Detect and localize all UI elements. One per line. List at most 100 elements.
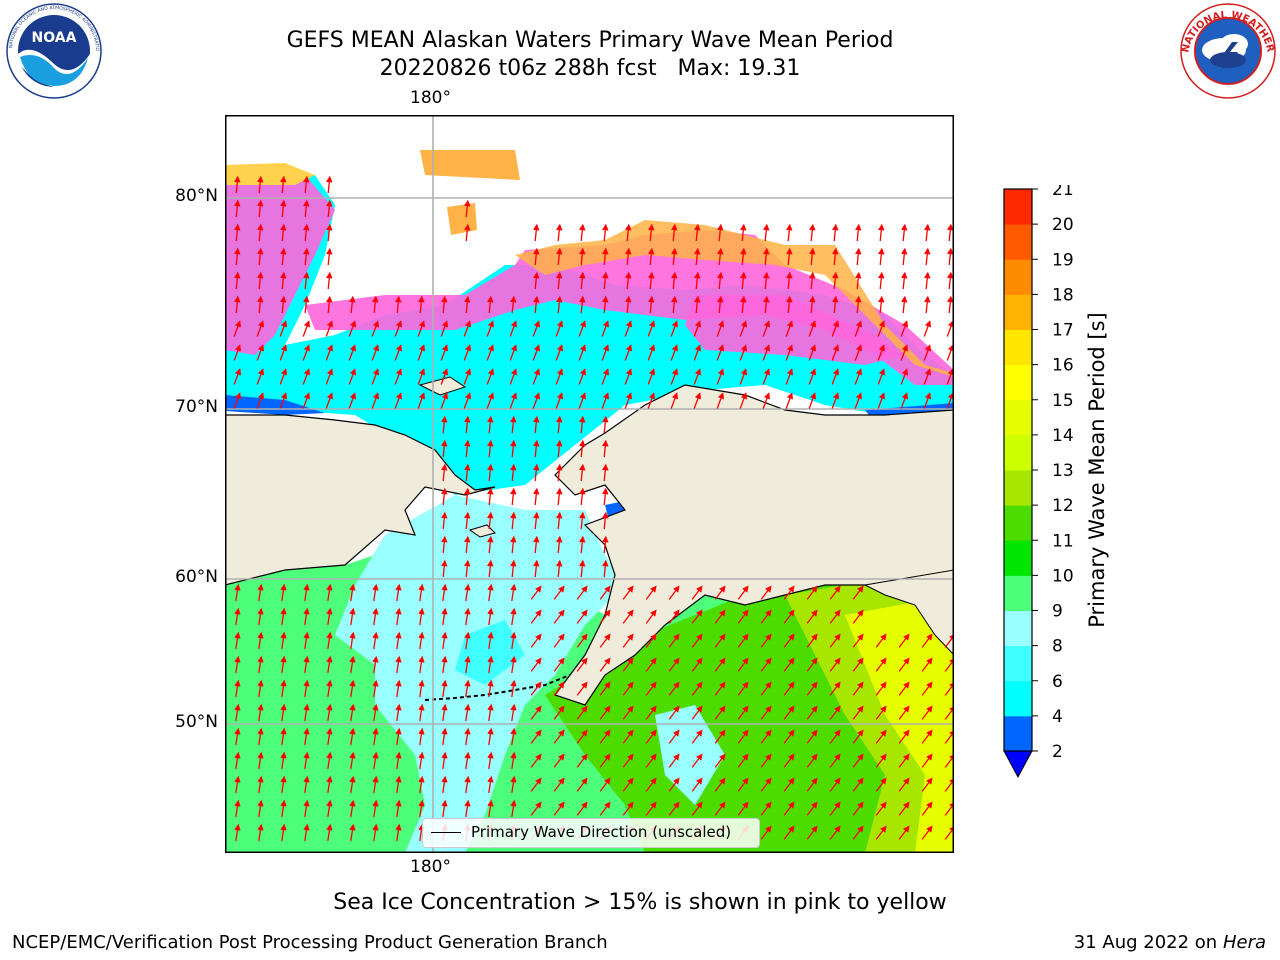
- wave-arrow: [234, 727, 241, 746]
- wave-arrow: [510, 631, 517, 650]
- wave-arrow: [349, 583, 356, 602]
- wave-arrow: [533, 511, 540, 530]
- wave-arrow: [875, 681, 887, 696]
- wave-arrow: [622, 801, 634, 816]
- wave-arrow: [418, 751, 425, 770]
- wave-arrow: [487, 655, 494, 674]
- wave-arrow: [440, 320, 449, 337]
- arctic-4-6s: [225, 170, 954, 495]
- wave-arrow: [371, 344, 380, 361]
- wave-arrow: [510, 487, 517, 506]
- wave-arrow: [786, 247, 793, 266]
- wave-arrow: [280, 199, 287, 218]
- wave-arrow: [257, 823, 264, 842]
- wave-arrow: [691, 729, 703, 744]
- wave-arrow: [303, 583, 310, 602]
- wave-arrow: [553, 585, 565, 600]
- wave-arrow: [440, 368, 449, 385]
- wave-arrow: [326, 175, 333, 194]
- wave-arrow: [257, 631, 264, 650]
- colorbar-tick-label: 17: [1052, 321, 1074, 341]
- wave-arrow: [441, 727, 448, 746]
- wave-arrow: [691, 657, 703, 672]
- wave-arrow: [783, 609, 795, 624]
- wave-arrow: [303, 823, 310, 842]
- wave-arrow: [576, 801, 588, 816]
- wave-arrow: [256, 392, 265, 409]
- gulf-light-patch-2: [455, 620, 525, 685]
- wave-arrow: [808, 392, 817, 409]
- wave-arrow: [714, 585, 726, 600]
- wave-arrow: [898, 825, 910, 840]
- wave-arrow: [510, 463, 517, 482]
- wave-arrow: [670, 320, 679, 337]
- wave-arrow: [510, 583, 517, 602]
- wave-arrow: [671, 271, 678, 290]
- coastal-2-4s: [225, 395, 325, 415]
- wave-arrow: [394, 392, 403, 409]
- wave-arrow: [923, 344, 932, 361]
- wave-arrow: [923, 320, 932, 337]
- wave-arrow: [257, 199, 264, 218]
- wave-arrow: [783, 777, 795, 792]
- wave-arrow: [326, 271, 333, 290]
- wave-arrow: [806, 657, 818, 672]
- wave-arrow: [302, 344, 311, 361]
- wave-arrow: [510, 607, 517, 626]
- sea-ice-pink: [225, 170, 335, 355]
- wave-arrow: [510, 559, 517, 578]
- wave-arrow: [280, 751, 287, 770]
- colorbar-tick-label: 18: [1052, 285, 1074, 305]
- wave-arrow: [348, 392, 357, 409]
- wave-arrow: [624, 392, 633, 409]
- wave-arrow: [279, 344, 288, 361]
- wave-arrow: [898, 633, 910, 648]
- wave-arrow: [760, 825, 772, 840]
- wave-arrow: [326, 703, 333, 722]
- wave-arrow: [624, 368, 633, 385]
- wave-arrow: [806, 585, 818, 600]
- lat-label-80n: 80°N: [175, 186, 218, 206]
- wave-arrow: [326, 751, 333, 770]
- wave-arrow: [510, 775, 517, 794]
- wave-arrow: [372, 727, 379, 746]
- colorbar-segment: [1004, 680, 1032, 717]
- wave-arrow: [418, 295, 425, 314]
- wave-arrow: [441, 655, 448, 674]
- colorbar-segment: [1004, 434, 1032, 471]
- gulf-light-patch: [655, 705, 725, 805]
- wave-arrow: [783, 825, 795, 840]
- wave-arrow: [829, 705, 841, 720]
- wave-arrow: [852, 825, 864, 840]
- wave-arrow: [602, 439, 609, 458]
- wave-arrow: [645, 753, 657, 768]
- wave-arrow: [901, 295, 908, 314]
- wave-arrow: [648, 295, 655, 314]
- wave-arrow: [806, 729, 818, 744]
- wave-arrow: [533, 295, 540, 314]
- wave-arrow: [785, 368, 794, 385]
- wave-arrow: [786, 223, 793, 242]
- wave-arrow: [326, 727, 333, 746]
- wave-arrow: [530, 777, 542, 792]
- wave-arrow: [691, 681, 703, 696]
- wave-arrow: [372, 799, 379, 818]
- wave-arrow: [487, 295, 494, 314]
- wave-arrow: [645, 633, 657, 648]
- sea-ice-note: Sea Ice Concentration > 15% is shown in …: [333, 890, 947, 915]
- wave-arrow: [326, 583, 333, 602]
- svg-text:NOAA: NOAA: [32, 30, 77, 46]
- wave-arrow: [668, 633, 680, 648]
- wave-arrow: [395, 679, 402, 698]
- wave-arrow: [622, 585, 634, 600]
- wave-arrow: [737, 801, 749, 816]
- wave-arrow: [809, 247, 816, 266]
- wave-arrow: [622, 609, 634, 624]
- wave-arrow: [509, 344, 518, 361]
- wave-arrow: [553, 657, 565, 672]
- wave-arrow: [441, 439, 448, 458]
- wave-arrow: [256, 368, 265, 385]
- wave-arrow: [878, 223, 885, 242]
- wave-arrow: [806, 633, 818, 648]
- wave-arrow: [877, 368, 886, 385]
